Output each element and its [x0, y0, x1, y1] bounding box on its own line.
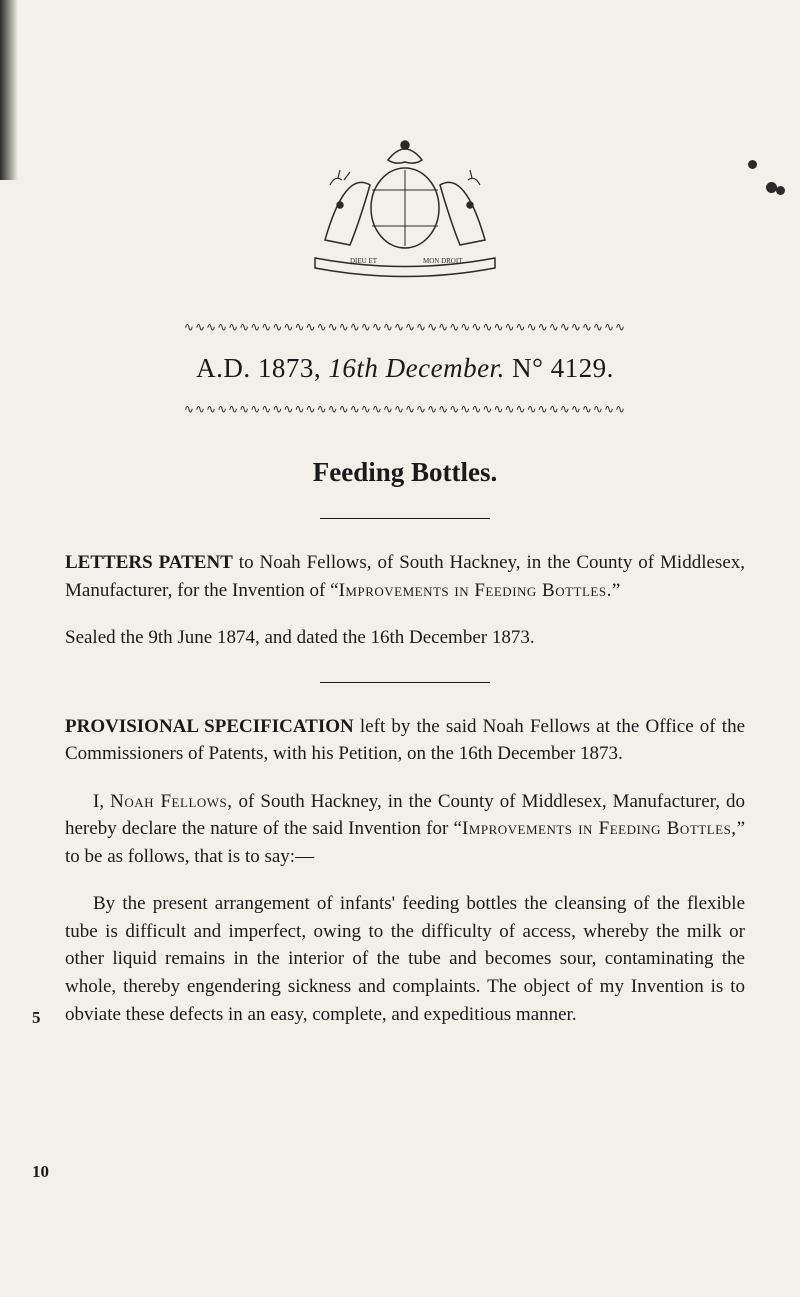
declaration-paragraph: I, Noah Fellows, of South Hackney, in th…	[65, 788, 745, 871]
sealed-paragraph: Sealed the 9th June 1874, and dated the …	[65, 624, 745, 652]
decorative-wavy-rule: ∿∿∿∿∿∿∿∿∿∿∿∿∿∿∿∿∿∿∿∿∿∿∿∿∿∿∿∿∿∿∿∿∿∿∿∿∿∿∿∿	[165, 402, 645, 417]
provisional-spec-paragraph: PROVISIONAL SPECIFICATION left by the sa…	[65, 713, 745, 768]
margin-line-number-5: 5	[32, 1008, 41, 1028]
declarant-name: Noah Fellows,	[110, 791, 232, 812]
i-prefix: I,	[93, 791, 110, 812]
invention-name-repeat: Improvements in Feeding Bottles,	[462, 818, 737, 839]
letters-patent-label: LETTERS PATENT	[65, 552, 233, 573]
section-divider	[320, 682, 490, 683]
royal-coat-of-arms: DIEU ET MON DROIT	[300, 130, 510, 280]
provisional-label: PROVISIONAL SPECIFICATION	[65, 716, 354, 737]
margin-line-number-10: 10	[32, 1162, 49, 1182]
section-divider	[320, 518, 490, 519]
scan-artifact-edge	[0, 0, 18, 180]
patent-number: N° 4129.	[512, 353, 614, 383]
document-heading: A.D. 1873, 16th December. N° 4129.	[65, 353, 745, 384]
svg-text:DIEU ET: DIEU ET	[350, 257, 378, 265]
svg-text:MON DROIT: MON DROIT	[423, 257, 463, 265]
description-paragraph: By the present arrangement of infants' f…	[65, 890, 745, 1028]
date: 16th December.	[328, 353, 504, 383]
closing-quote: ”	[612, 580, 620, 601]
invention-title: Feeding Bottles.	[65, 457, 745, 488]
year: 1873,	[258, 353, 321, 383]
decorative-wavy-rule: ∿∿∿∿∿∿∿∿∿∿∿∿∿∿∿∿∿∿∿∿∿∿∿∿∿∿∿∿∿∿∿∿∿∿∿∿∿∿∿∿	[165, 320, 645, 335]
invention-name: Improvements in Feeding Bottles.	[339, 580, 612, 601]
letters-patent-paragraph: LETTERS PATENT to Noah Fellows, of South…	[65, 549, 745, 604]
ad-label: A.D.	[196, 353, 251, 383]
